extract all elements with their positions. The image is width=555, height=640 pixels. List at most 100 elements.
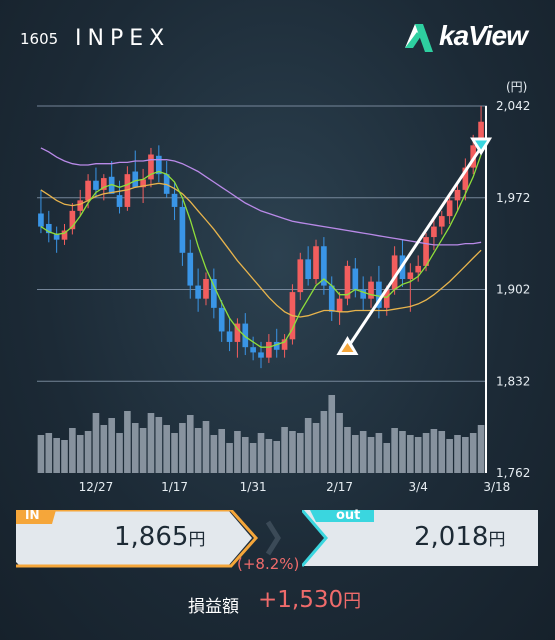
candle-body [93,180,99,190]
candle-body [69,210,76,230]
candle [250,336,256,361]
candle-body [187,252,194,286]
volume-bar [100,425,108,473]
logo-mark-icon [405,24,433,52]
candle [77,189,84,217]
candle-body [132,171,139,188]
candle [446,192,453,224]
volume-bar [391,428,398,473]
volume-bar [438,431,446,473]
candle [376,265,382,319]
volume-bar [399,431,406,473]
candle-body [391,255,398,290]
chart-grid [37,105,487,382]
volume-bar [69,428,76,473]
entry-marker-inner [341,342,354,352]
volume-bar [281,427,288,473]
candle-body [383,289,390,308]
candle [281,334,288,358]
candle [344,260,351,306]
volume-bar [53,438,60,473]
profit-loss-value: +1,530円 [258,587,362,613]
volume-bar [139,428,147,473]
volume-bar [124,411,131,473]
volume-bar [446,439,453,473]
candle [116,180,123,214]
x-tick-label: 3/4 [409,480,428,494]
candle [313,239,319,285]
volume-bars [37,395,485,473]
candle [454,182,461,211]
candle-body [360,289,367,299]
volume-bar [265,439,273,473]
out-badge: out [336,508,361,523]
volume-bar [296,433,304,473]
volume-bar [218,429,226,473]
entry-panel: IN 1,865円 [16,508,264,568]
candle [336,292,343,325]
candle-body [454,189,461,201]
candle-body [423,237,429,266]
candle-body [415,265,422,273]
candle-body [478,121,484,146]
candle [360,276,367,311]
volume-bar [257,433,265,473]
volume-bar [359,431,367,473]
candle [234,318,241,358]
candle-body [140,179,146,188]
candle [148,147,154,188]
candle-body [250,347,256,353]
candle-body [266,341,272,358]
volume-bar [320,411,328,473]
volume-bar [45,433,53,473]
volume-bar [407,435,414,473]
ma-mid-line [40,182,482,318]
candle [211,268,217,319]
candle-body [100,178,107,190]
volume-bar [249,443,257,473]
y-tick-label: 1,972 [496,191,530,205]
candle [69,202,76,235]
volume-bar [92,413,100,473]
volume-bar [273,441,281,473]
candle-body [171,193,178,207]
entry-price: 1,865円 [114,522,206,552]
candle [242,313,249,356]
candle-body [211,279,217,308]
candle-body [368,281,374,299]
candle [352,258,359,298]
candle-body [195,285,201,299]
volume-bar [179,423,186,473]
x-tick-label: 1/17 [161,480,188,494]
candle-body [446,200,453,217]
volume-bar [131,423,139,473]
candle [226,318,233,352]
volume-bar [328,395,336,473]
candle [155,145,162,183]
candle [321,237,327,295]
candle [179,200,186,266]
candle-body [85,180,91,201]
candle-body [407,272,414,280]
moving-averages [40,147,482,348]
candles [38,106,484,369]
candle-body [297,259,304,293]
x-tick-label: 1/31 [240,480,267,494]
volume-bar [469,433,477,473]
candle-body [77,200,84,211]
candle-body [234,323,241,342]
candle-body [470,145,477,168]
candle-body [148,154,154,180]
volume-bar [289,431,296,473]
kaview-logo: kaView [403,18,543,58]
candle [273,328,280,358]
candle [328,276,335,321]
volume-bar [422,433,430,473]
exit-panel-frame [302,510,538,567]
candle [218,299,225,342]
candle [305,246,311,286]
volume-bar [234,431,241,473]
x-tick-label: 12/27 [79,480,114,494]
volume-bar [430,429,438,473]
